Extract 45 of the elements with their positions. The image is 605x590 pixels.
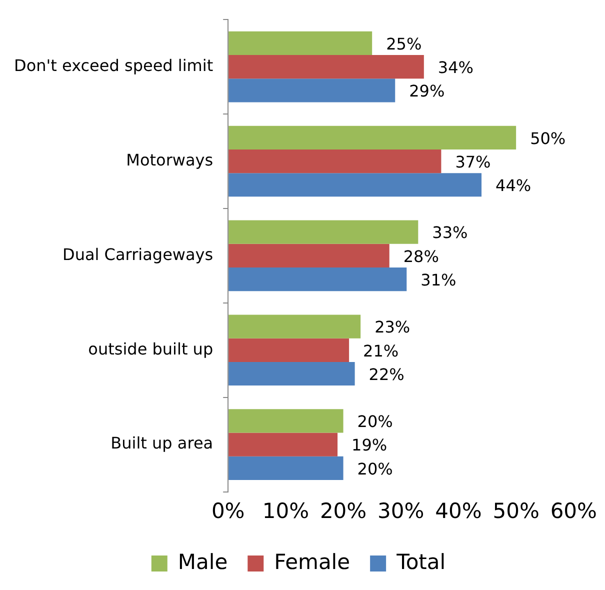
- bar: [228, 55, 424, 79]
- x-tick-label: 40%: [435, 498, 482, 523]
- y-tick-label: Built up area: [110, 434, 214, 453]
- bar: [228, 31, 372, 56]
- y-tick-label: Don't exceed speed limit: [14, 56, 214, 75]
- bar: [228, 338, 350, 362]
- data-label: 23%: [374, 318, 410, 337]
- data-label: 33%: [432, 223, 468, 242]
- data-label: 50%: [530, 128, 566, 148]
- bar: [228, 314, 361, 338]
- bar: [228, 126, 516, 150]
- y-tick-label: outside built up: [88, 339, 214, 358]
- bar: [228, 78, 396, 102]
- data-label: 21%: [363, 341, 399, 360]
- data-label: 28%: [403, 246, 439, 266]
- data-label: 20%: [357, 459, 393, 478]
- bar: [228, 149, 442, 174]
- data-label: 25%: [386, 34, 422, 54]
- x-tick-label: 0%: [211, 498, 245, 523]
- bar: [228, 244, 390, 268]
- data-label: 31%: [420, 270, 456, 290]
- x-tick-label: 60%: [550, 498, 598, 523]
- x-tick-label: 20%: [320, 498, 367, 523]
- bar: [228, 173, 482, 197]
- x-tick-label: 30%: [378, 498, 424, 523]
- y-tick-label: Motorways: [126, 150, 214, 170]
- data-label: 44%: [496, 176, 532, 196]
- bar: [228, 409, 344, 433]
- bar: [228, 432, 338, 456]
- legend-label: Female: [274, 550, 350, 574]
- data-label: 34%: [438, 58, 474, 77]
- data-label: 20%: [357, 412, 393, 432]
- bar: [228, 268, 407, 292]
- data-label: 29%: [409, 82, 445, 101]
- x-tick-label: 10%: [262, 498, 310, 523]
- legend-label: Male: [178, 550, 228, 574]
- bar: [228, 456, 344, 480]
- x-tick-label: 50%: [492, 498, 540, 523]
- data-label: 22%: [368, 364, 404, 384]
- data-label: 37%: [455, 152, 491, 172]
- data-label: 19%: [352, 436, 388, 455]
- bar: [228, 220, 418, 244]
- legend-label: Total: [396, 550, 446, 574]
- y-tick-label: Dual Carriageways: [62, 244, 214, 264]
- bar: [228, 362, 355, 386]
